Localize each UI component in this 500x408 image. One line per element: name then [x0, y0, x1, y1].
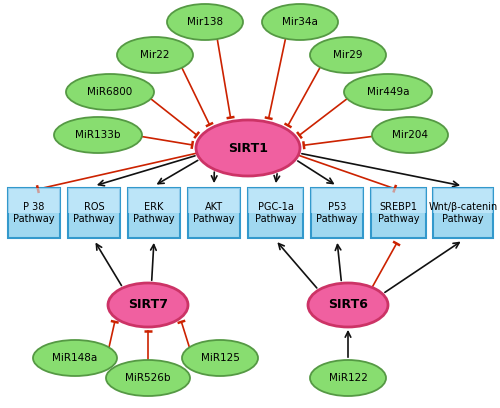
- FancyBboxPatch shape: [433, 188, 493, 213]
- FancyBboxPatch shape: [188, 188, 240, 238]
- Ellipse shape: [106, 360, 190, 396]
- Text: ROS
Pathway: ROS Pathway: [73, 202, 115, 224]
- Ellipse shape: [66, 74, 154, 110]
- Ellipse shape: [33, 340, 117, 376]
- Text: Mir204: Mir204: [392, 130, 428, 140]
- FancyBboxPatch shape: [248, 188, 303, 238]
- Ellipse shape: [54, 117, 142, 153]
- Ellipse shape: [310, 360, 386, 396]
- Ellipse shape: [182, 340, 258, 376]
- FancyBboxPatch shape: [248, 188, 303, 213]
- Text: P53
Pathway: P53 Pathway: [316, 202, 358, 224]
- Ellipse shape: [344, 74, 432, 110]
- Text: Wnt/β-catenin
Pathway: Wnt/β-catenin Pathway: [428, 202, 498, 224]
- Ellipse shape: [196, 120, 300, 176]
- Text: P 38
Pathway: P 38 Pathway: [13, 202, 55, 224]
- Text: SIRT1: SIRT1: [228, 142, 268, 155]
- Text: Mir138: Mir138: [187, 17, 223, 27]
- Ellipse shape: [310, 37, 386, 73]
- Text: SREBP1
Pathway: SREBP1 Pathway: [378, 202, 419, 224]
- Text: SIRT6: SIRT6: [328, 299, 368, 311]
- FancyBboxPatch shape: [433, 188, 493, 238]
- Text: MiR133b: MiR133b: [75, 130, 121, 140]
- Text: Mir34a: Mir34a: [282, 17, 318, 27]
- Ellipse shape: [262, 4, 338, 40]
- Text: Mir29: Mir29: [333, 50, 363, 60]
- Text: AKT
Pathway: AKT Pathway: [193, 202, 235, 224]
- Text: PGC-1a
Pathway: PGC-1a Pathway: [255, 202, 296, 224]
- FancyBboxPatch shape: [8, 188, 60, 213]
- FancyBboxPatch shape: [188, 188, 240, 213]
- FancyBboxPatch shape: [371, 188, 426, 213]
- Text: MiR6800: MiR6800: [88, 87, 132, 97]
- FancyBboxPatch shape: [128, 188, 180, 213]
- FancyBboxPatch shape: [311, 188, 363, 238]
- FancyBboxPatch shape: [128, 188, 180, 238]
- FancyBboxPatch shape: [68, 188, 120, 238]
- Text: ERK
Pathway: ERK Pathway: [133, 202, 175, 224]
- Ellipse shape: [108, 283, 188, 327]
- Ellipse shape: [308, 283, 388, 327]
- FancyBboxPatch shape: [68, 188, 120, 213]
- Text: Mir449a: Mir449a: [367, 87, 409, 97]
- Ellipse shape: [372, 117, 448, 153]
- Text: Mir22: Mir22: [140, 50, 170, 60]
- FancyBboxPatch shape: [8, 188, 60, 238]
- Text: MiR125: MiR125: [200, 353, 239, 363]
- FancyBboxPatch shape: [311, 188, 363, 213]
- Ellipse shape: [117, 37, 193, 73]
- Text: MiR148a: MiR148a: [52, 353, 98, 363]
- Ellipse shape: [167, 4, 243, 40]
- Text: MiR122: MiR122: [328, 373, 368, 383]
- Text: MiR526b: MiR526b: [125, 373, 171, 383]
- FancyBboxPatch shape: [371, 188, 426, 238]
- Text: SIRT7: SIRT7: [128, 299, 168, 311]
